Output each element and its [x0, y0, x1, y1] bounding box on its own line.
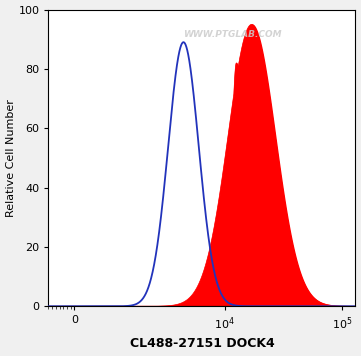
- Text: WWW.PTGLAB.COM: WWW.PTGLAB.COM: [183, 30, 282, 39]
- X-axis label: CL488-27151 DOCK4: CL488-27151 DOCK4: [130, 337, 274, 350]
- Y-axis label: Relative Cell Number: Relative Cell Number: [5, 99, 16, 217]
